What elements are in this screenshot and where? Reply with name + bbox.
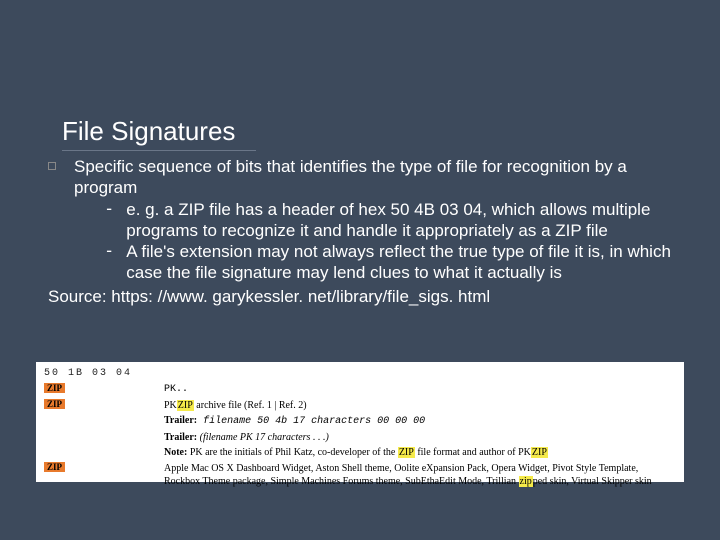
bullet-main: Specific sequence of bits that identifie… [48,156,678,199]
apps-line2-pre: Forums theme, SubEthaEdit Mode, Trillian [343,476,519,487]
zip-tag: ZIP [44,462,65,472]
trailer2: Trailer: (filename PK 17 characters . . … [164,431,676,445]
bullet-text: Specific sequence of bits that identifie… [74,156,678,199]
sub-bullet-1-text: e. g. a ZIP file has a header of hex 50 … [126,199,678,242]
title-underline [62,150,256,151]
square-bullet-icon [48,162,56,170]
slide-title: File Signatures [62,116,235,147]
trailer2-text: (filename PK 17 characters . . .) [197,432,329,443]
panel-col-tag: ZIP [44,383,164,394]
panel-col-tag: ZIP [44,399,164,410]
apps-line2-post: ped skin, Virtual Skipper skin [533,476,652,487]
slide-body: Specific sequence of bits that identifie… [48,156,678,307]
zip-tag: ZIP [44,383,65,393]
panel-row-note: Note: PK are the initials of Phil Katz, … [44,446,676,460]
archive-pre: PK [164,400,177,411]
panel-row-pk: ZIP PK.. [44,383,676,397]
dash-icon: - [104,241,114,262]
apps-line2-hl: zip [519,476,533,487]
archive-hl: ZIP [177,400,194,411]
sub-bullet-1: - e. g. a ZIP file has a header of hex 5… [104,199,678,242]
panel-col-tag: ZIP [44,462,164,473]
slide: File Signatures Specific sequence of bit… [0,0,720,540]
archive-post: archive file (Ref. 1 | Ref. 2) [194,400,307,411]
panel-pk-text: PK.. [164,383,676,397]
trailer1-text: filename 50 4b 17 characters 00 00 00 [197,416,425,427]
apps-text: Apple Mac OS X Dashboard Widget, Aston S… [164,462,676,489]
note-hl2: ZIP [531,447,548,458]
signature-panel: 50 1B 03 04 ZIP PK.. ZIP PKZIP archive f… [36,362,684,482]
note-pre: PK are the initials of Phil Katz, co-dev… [187,447,398,458]
note-mid: file format and author of PK [415,447,531,458]
note: Note: PK are the initials of Phil Katz, … [164,446,676,460]
panel-archive-text: PKZIP archive file (Ref. 1 | Ref. 2) [164,399,676,413]
panel-row-trailer2: Trailer: (filename PK 17 characters . . … [44,431,676,445]
zip-tag: ZIP [44,399,65,409]
sub-bullet-2: - A file's extension may not always refl… [104,241,678,284]
trailer1: Trailer: filename 50 4b 17 characters 00… [164,414,676,429]
source-line: Source: https: //www. garykessler. net/l… [48,286,678,307]
note-hl1: ZIP [398,447,415,458]
panel-row-archive: ZIP PKZIP archive file (Ref. 1 | Ref. 2) [44,399,676,413]
trailer1-label: Trailer: [164,415,197,426]
panel-row-trailer1: Trailer: filename 50 4b 17 characters 00… [44,414,676,429]
sub-bullet-2-text: A file's extension may not always reflec… [126,241,678,284]
hex-header: 50 1B 03 04 [44,368,676,379]
panel-row-apps: ZIP Apple Mac OS X Dashboard Widget, Ast… [44,462,676,489]
trailer2-label: Trailer: [164,432,197,443]
dash-icon: - [104,199,114,220]
note-label: Note: [164,447,187,458]
